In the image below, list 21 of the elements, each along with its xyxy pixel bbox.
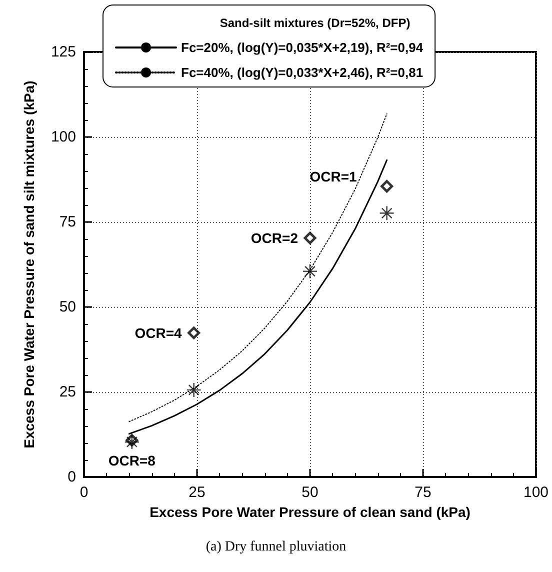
x-tick-label: 25 bbox=[188, 484, 206, 501]
y-axis-title: Excess Pore Water Pressure of sand silt mixtures (kPa) bbox=[21, 80, 37, 448]
x-tick-label: 50 bbox=[302, 484, 318, 501]
y-tick-label: 100 bbox=[50, 128, 76, 146]
x-tick-label: 75 bbox=[414, 484, 432, 501]
legend-title: Sand-silt mixtures (Dr=52%, DFP) bbox=[220, 16, 410, 30]
y-tick-label: 25 bbox=[59, 384, 76, 400]
legend-label: Fc=40%, (log(Y)=0,033*X+2,46), R²=0,81 bbox=[181, 65, 424, 80]
text: (a) Dry funnel pluviation bbox=[206, 540, 346, 554]
x-tick-label: 100 bbox=[523, 484, 549, 501]
y-tick-label: 125 bbox=[50, 44, 76, 60]
x-tick-label: 0 bbox=[80, 484, 88, 501]
x-axis-title: Excess Pore Water Pressure of clean sand (kPa) bbox=[150, 504, 470, 520]
y-tick-label: 75 bbox=[59, 214, 76, 230]
y-tick-label: 50 bbox=[59, 298, 76, 316]
annotation: OCR=1 bbox=[310, 168, 358, 184]
annotation: OCR=2 bbox=[250, 230, 298, 246]
legend-label: Fc=20%, (log(Y)=0,035*X+2,19), R²=0,94 bbox=[181, 40, 424, 55]
annotation: OCR=4 bbox=[134, 324, 182, 341]
annotation: OCR=8 bbox=[108, 452, 156, 468]
y-tick-label: 0 bbox=[68, 468, 76, 486]
